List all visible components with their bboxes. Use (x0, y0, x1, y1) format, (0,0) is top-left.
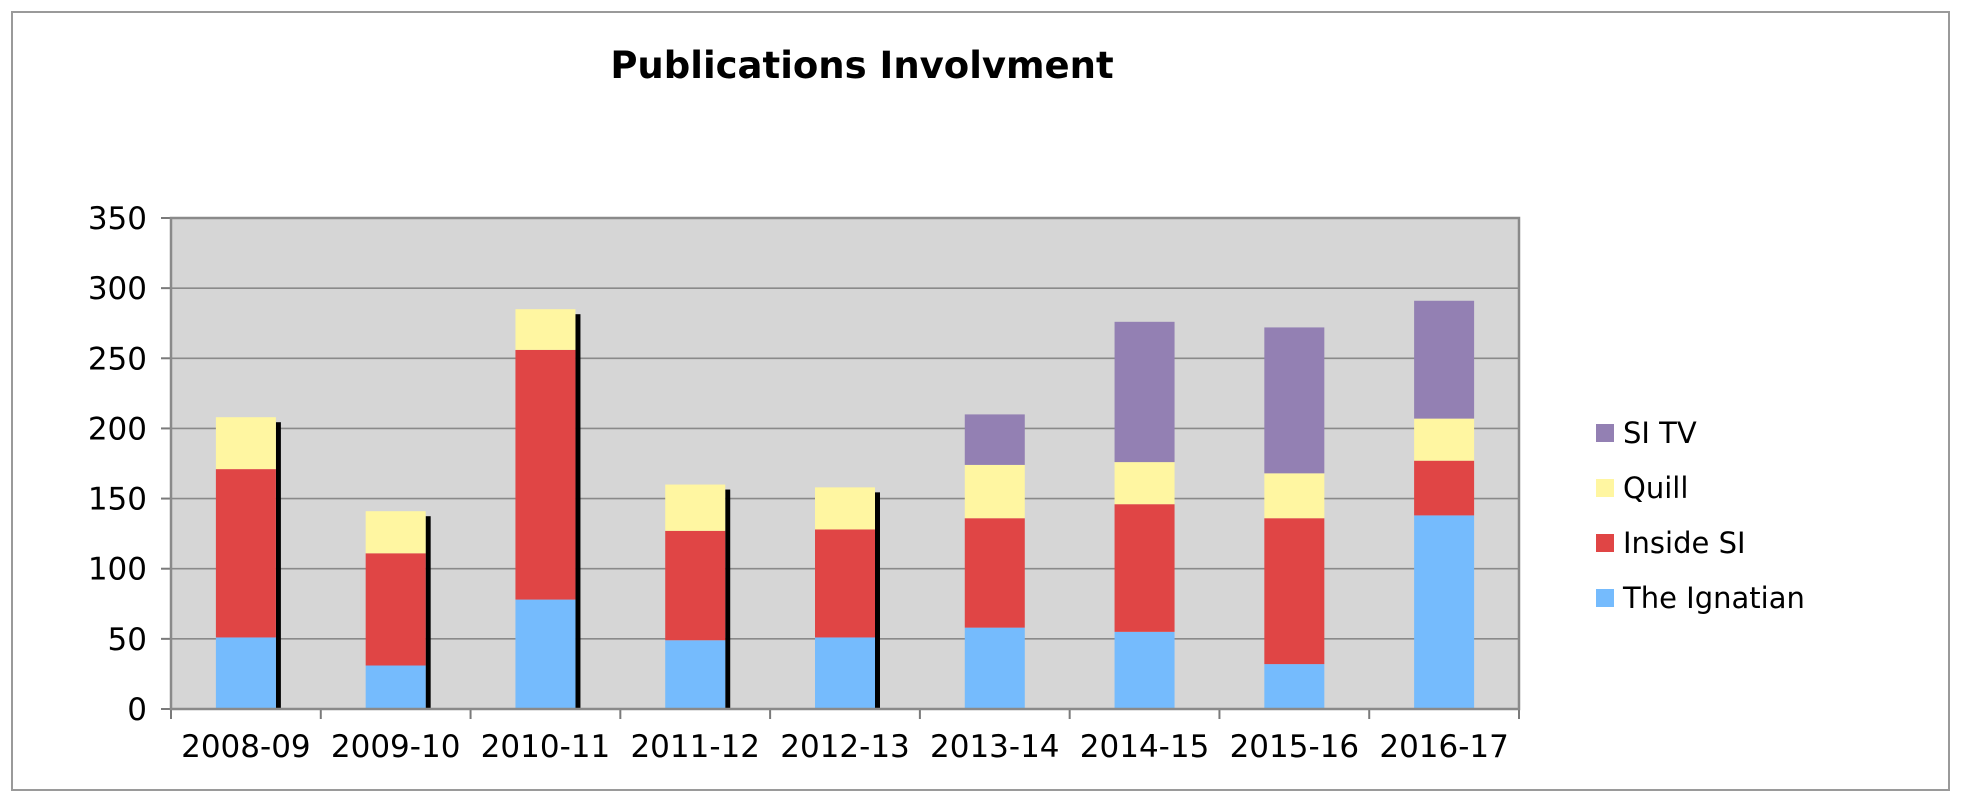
x-tick-label: 2014-15 (1080, 729, 1210, 765)
bar-segment (365, 511, 426, 554)
legend-label: SI TV (1623, 416, 1697, 450)
x-tick-label: 2008-09 (181, 729, 311, 765)
bar-shadow (875, 492, 880, 709)
bar-shadow (275, 422, 281, 709)
bar-segment (964, 627, 1025, 709)
y-tick-label: 300 (88, 271, 147, 307)
bar-shadow (575, 314, 581, 709)
legend: SI TV Quill Inside SI The Ignatian (1596, 416, 1805, 615)
y-tick-label: 50 (108, 622, 147, 658)
bar-segment (1264, 664, 1325, 709)
plot-border (169, 216, 1521, 711)
x-tick-label: 2013-14 (930, 729, 1060, 765)
bar-segment (964, 464, 1025, 519)
bar-segment (665, 640, 726, 709)
bar-segment (1414, 300, 1475, 419)
legend-label: Inside SI (1623, 526, 1746, 560)
bar-segment (365, 665, 426, 709)
bar-segment (1114, 631, 1175, 709)
bar-segment (665, 530, 726, 641)
x-tick-label: 2012-13 (780, 729, 910, 765)
bar-shadow (725, 489, 731, 709)
legend-swatch (1596, 534, 1614, 552)
bar-segment (964, 414, 1025, 465)
bar-segment (1264, 327, 1325, 474)
x-tick-label: 2016-17 (1379, 729, 1509, 765)
bar-segment (215, 469, 276, 638)
y-tick-label: 100 (88, 552, 147, 588)
y-tick-label: 350 (88, 201, 147, 237)
legend-swatch (1596, 479, 1614, 497)
bar-segment (1414, 418, 1475, 461)
bar-segment (215, 637, 276, 709)
plot-area: 0 50 100 150 200 250 300 350 2008-09 2009-10 2010-… (88, 201, 1521, 765)
bar-segment (1114, 462, 1175, 505)
bar-segment (365, 553, 426, 666)
bar-segment (815, 529, 875, 638)
bar-segment (815, 637, 875, 709)
x-tick-label: 2015-16 (1230, 729, 1360, 765)
bar-segment (964, 518, 1025, 628)
bar-segment (1414, 515, 1475, 709)
bar-segment (515, 599, 576, 709)
bar-segment (815, 487, 875, 530)
chart-title: Publications Involvment (610, 44, 1113, 87)
bar-segment (515, 309, 576, 350)
bar-segment (665, 484, 726, 531)
legend-label: Quill (1623, 471, 1688, 505)
bar-shadow (425, 516, 431, 709)
x-tick-label: 2011-12 (630, 729, 760, 765)
legend-swatch (1596, 424, 1614, 442)
x-tick-label: 2009-10 (331, 729, 461, 765)
legend-label: The Ignatian (1622, 581, 1805, 615)
y-tick-label: 250 (88, 341, 147, 377)
y-tick-label: 150 (88, 482, 147, 518)
bar-segment (1264, 473, 1325, 519)
bar-segment (1114, 321, 1175, 463)
bar-segment (1414, 460, 1475, 516)
legend-swatch (1596, 589, 1614, 607)
bar-segment (1264, 518, 1325, 665)
bar-segment (215, 417, 276, 470)
y-tick-label: 200 (88, 411, 147, 447)
y-tick-label: 0 (127, 692, 147, 728)
x-tick-label: 2010-11 (481, 729, 611, 765)
bar-segment (1114, 504, 1175, 632)
bar-segment (515, 349, 576, 600)
